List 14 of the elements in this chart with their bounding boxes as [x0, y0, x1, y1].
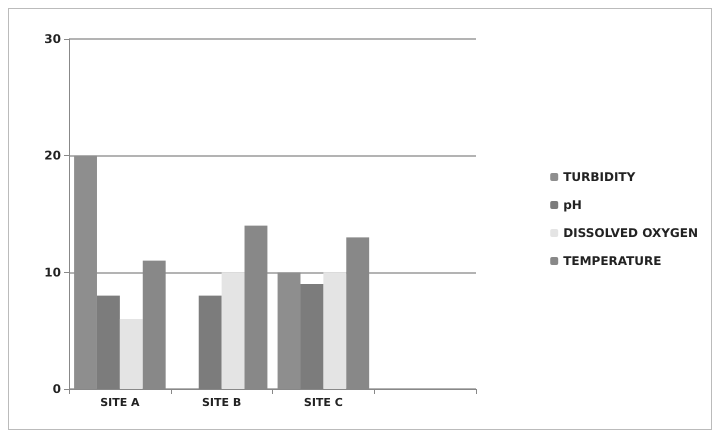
legend-label: TURBIDITY: [563, 170, 636, 184]
x-tick-label: SITE A: [100, 396, 140, 409]
bar: [120, 319, 143, 389]
y-tick-label: 10: [44, 265, 61, 280]
legend-label: pH: [563, 198, 582, 212]
y-tick-label: 30: [44, 32, 61, 46]
y-tick-label: 0: [52, 382, 61, 396]
x-tick-label: SITE C: [304, 396, 343, 409]
bar: [222, 272, 245, 389]
x-tick-label: SITE B: [202, 396, 242, 409]
legend-label: TEMPERATURE: [563, 254, 662, 268]
bar: [323, 272, 346, 389]
legend-label: DISSOLVED OXYGEN: [563, 226, 698, 240]
y-tick-label: 20: [44, 148, 61, 163]
